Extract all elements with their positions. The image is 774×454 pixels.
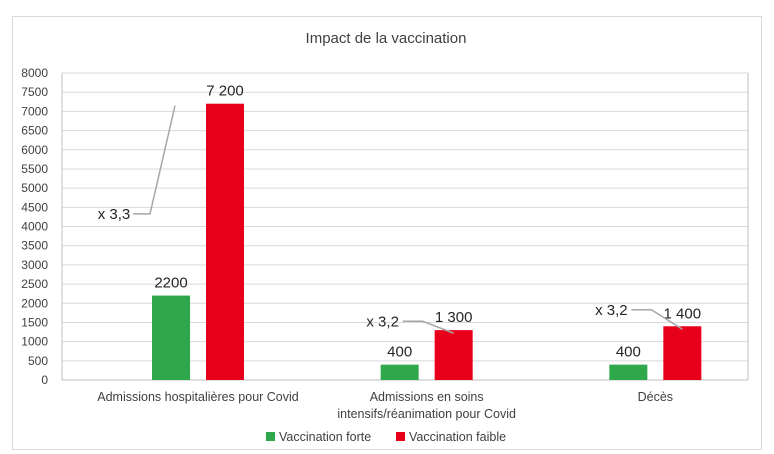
data-label: 1 300 [435,309,473,326]
data-label: 400 [616,344,641,361]
bar-faible [206,103,244,380]
ratio-annotation: x 3,3 [98,206,131,223]
annotation-leader-line [133,105,176,215]
y-tick-label: 2500 [21,277,48,291]
bar-faible [663,326,702,380]
y-tick-label: 6500 [21,124,48,138]
y-tick-label: 0 [41,373,48,387]
data-label: 7 200 [206,83,244,100]
bar-forte [152,295,190,380]
y-tick-label: 2000 [21,296,48,310]
ratio-annotation: x 3,2 [595,302,628,319]
legend-swatch [266,432,275,441]
bars [152,103,702,380]
data-label: 400 [387,344,412,361]
legend-label: Vaccination forte [279,430,371,444]
y-tick-label: 5500 [21,162,48,176]
y-tick-label: 1500 [21,315,48,329]
y-tick-label: 3000 [21,258,48,272]
ratio-annotations: x 3,3 x 3,2 x 3,2 [98,105,683,334]
bar-faible [434,330,473,380]
y-tick-label: 7000 [21,104,48,118]
y-tick-label: 1000 [21,335,48,349]
data-label: 1 400 [664,305,702,322]
legend: Vaccination forte Vaccination faible [266,430,506,444]
y-tick-label: 6000 [21,143,48,157]
bar-forte [380,364,419,380]
annotation-leader-line [402,320,454,334]
category-label: Admissions hospitalières pour Covid [97,390,299,404]
data-label: 2200 [154,275,187,292]
legend-label: Vaccination faible [409,430,506,444]
category-label: intensifs/réanimation pour Covid [337,407,516,421]
y-tick-label: 4000 [21,220,48,234]
y-tick-label: 5000 [21,181,48,195]
category-label: Admissions en soins [370,390,484,404]
annotation-leader-line [631,309,683,330]
y-tick-label: 7500 [21,85,48,99]
y-axis-ticks: 0 500 1000 1500 2000 2500 3000 3500 4000 4500 5000… [21,66,48,387]
x-axis-categories: Admissions hospitalières pour Covid Admis… [97,390,673,421]
y-tick-label: 3500 [21,239,48,253]
y-tick-label: 8000 [21,66,48,80]
ratio-annotation: x 3,2 [366,313,399,330]
bar-forte [609,364,648,380]
y-tick-label: 500 [28,354,48,368]
legend-swatch [396,432,405,441]
y-tick-label: 4500 [21,200,48,214]
data-labels: 2200 7 200 400 1 300 400 1 400 [154,83,701,361]
chart-title: Impact de la vaccination [306,30,467,47]
category-label: Décès [638,390,673,404]
